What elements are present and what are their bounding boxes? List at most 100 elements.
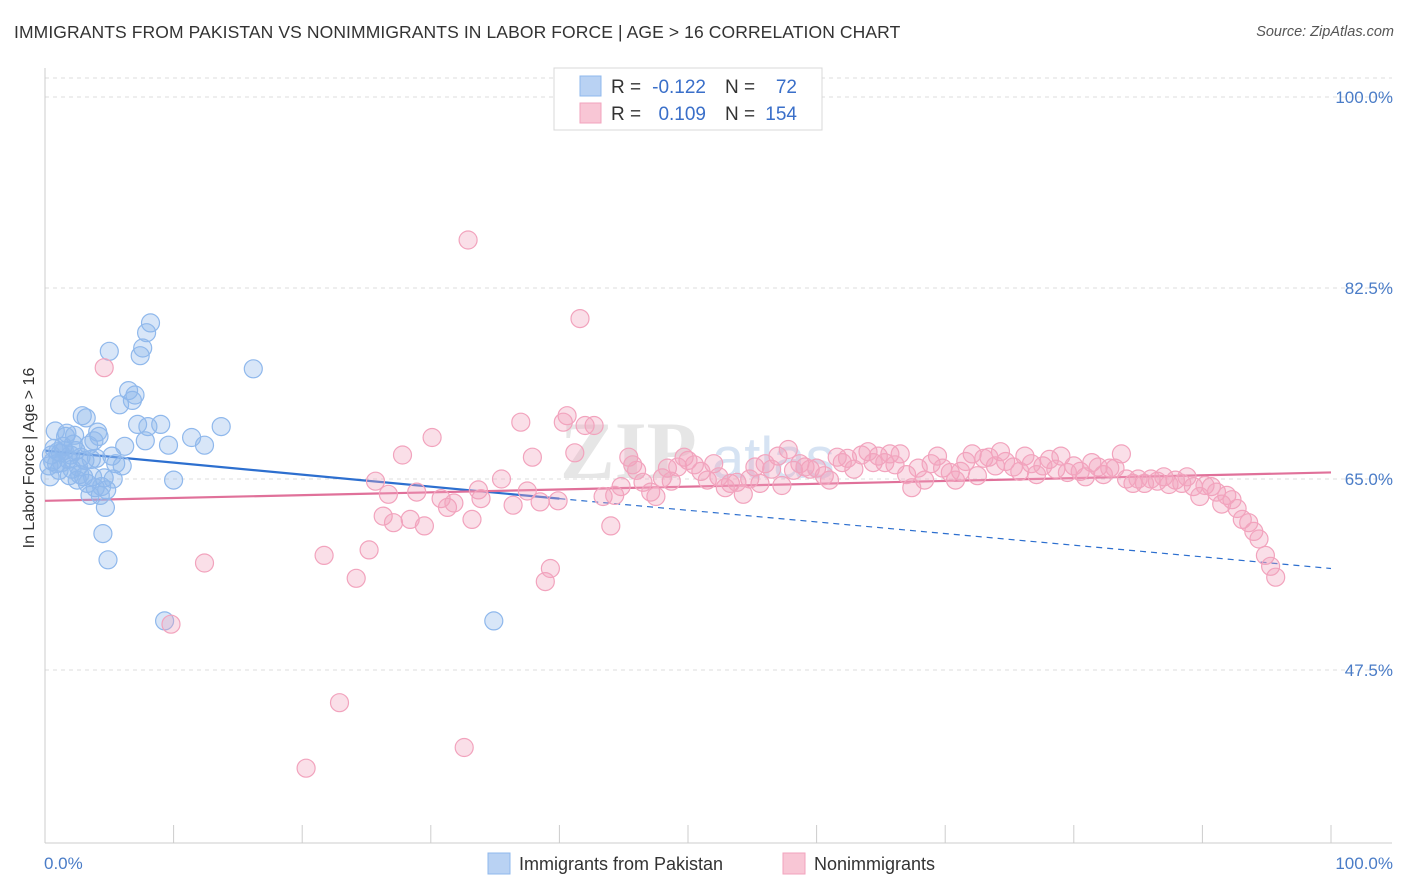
- immigrants-point-63: [140, 313, 161, 333]
- nonimmigrants-point-111: [1010, 461, 1030, 481]
- nonimmigrants-point-49: [646, 486, 666, 507]
- nonimmigrants-point-128: [1111, 444, 1132, 464]
- nonimmigrants-point-26: [503, 495, 523, 515]
- nonimmigrants-point-63: [727, 472, 747, 492]
- immigrants-point-61: [137, 323, 157, 343]
- nonimmigrants-point-4: [314, 545, 334, 566]
- nonimmigrants-point-9: [373, 506, 393, 526]
- nonimmigrants-point-46: [626, 460, 647, 480]
- immigrants-point-58: [130, 346, 150, 366]
- bottom-legend: Immigrants from Pakistan Nonimmigrants: [487, 852, 935, 875]
- stats-r-value-1: 0.109: [658, 104, 706, 125]
- immigrants-point-70: [211, 417, 231, 437]
- immigrants-point-51: [109, 395, 130, 415]
- legend-label-nonimmigrants: Nonimmigrants: [814, 854, 935, 874]
- immigrants-point-14: [57, 423, 77, 443]
- nonimmigrants-point-13: [400, 509, 420, 530]
- nonimmigrants-point-77: [806, 458, 827, 478]
- immigrants-point-29: [76, 408, 96, 428]
- immigrants-point-20: [64, 425, 85, 445]
- nonimmigrants-point-19: [444, 493, 464, 513]
- series-immigrants-points: [39, 313, 504, 631]
- immigrants-point-66: [158, 435, 179, 455]
- legend-swatch-nonimmigrants: [782, 852, 806, 875]
- nonimmigrants-point-85: [858, 442, 878, 462]
- nonimmigrants-point-65: [740, 469, 760, 489]
- legend-swatch-immigrants: [487, 852, 511, 875]
- nonimmigrants-point-80: [827, 447, 847, 467]
- nonimmigrants-point-30: [530, 492, 550, 512]
- nonimmigrants-point-0: [94, 358, 114, 378]
- immigrants-point-28: [75, 450, 95, 470]
- immigrants-point-49: [103, 469, 123, 489]
- x-tick-label-1: 100.0%: [1335, 854, 1393, 873]
- nonimmigrants-point-71: [772, 475, 792, 496]
- nonimmigrants-point-7: [359, 540, 379, 560]
- nonimmigrants-point-6: [346, 568, 366, 588]
- nonimmigrants-point-37: [570, 309, 590, 329]
- nonimmigrants-point-62: [720, 473, 741, 493]
- nonimmigrants-point-154: [1260, 556, 1281, 576]
- stats-n-value-0: 72: [776, 77, 797, 98]
- stats-r-label-1: R =: [611, 104, 641, 125]
- axes: [44, 68, 1392, 844]
- immigrants-point-42: [93, 523, 113, 544]
- source-label: Source: ZipAtlas.com: [1256, 24, 1394, 40]
- nonimmigrants-point-142: [1195, 475, 1215, 496]
- immigrants-point-39: [89, 426, 109, 446]
- nonimmigrants-point-144: [1206, 482, 1227, 502]
- nonimmigrants-point-60: [709, 467, 729, 487]
- nonimmigrants-point-139: [1177, 467, 1197, 487]
- nonimmigrants-point-70: [768, 446, 788, 466]
- nonimmigrants-point-97: [927, 446, 948, 466]
- series-nonimmigrants-points: [94, 230, 1286, 778]
- immigrants-point-44: [95, 497, 116, 517]
- stats-r-label-0: R =: [611, 77, 641, 98]
- immigrants-point-56: [125, 385, 145, 405]
- nonimmigrants-point-58: [697, 470, 717, 490]
- stats-n-label-1: N =: [725, 104, 755, 125]
- immigrants-point-60: [135, 431, 155, 451]
- immigrants-point-67: [164, 470, 184, 490]
- immigrants-point-55: [122, 390, 142, 410]
- nonimmigrants-point-53: [668, 457, 688, 477]
- nonimmigrants-point-15: [414, 516, 434, 536]
- y-tick-label-1: 65.0%: [1345, 470, 1393, 489]
- nonimmigrants-point-29: [522, 447, 543, 467]
- nonimmigrants-point-143: [1201, 477, 1222, 497]
- stats-n-label-0: N =: [725, 77, 755, 98]
- nonimmigrants-point-39: [584, 415, 604, 436]
- stats-n-value-1: 154: [765, 104, 797, 125]
- nonimmigrants-point-8: [365, 471, 386, 491]
- nonimmigrants-point-20: [454, 737, 474, 758]
- nonimmigrants-point-24: [471, 489, 491, 509]
- nonimmigrants-point-148: [1227, 498, 1247, 519]
- nonimmigrants-point-76: [800, 459, 820, 479]
- nonimmigrants-point-86: [863, 453, 883, 473]
- nonimmigrants-point-67: [750, 473, 770, 493]
- nonimmigrants-point-21: [458, 230, 478, 250]
- nonimmigrants-point-32: [540, 558, 561, 579]
- nonimmigrants-point-103: [962, 444, 982, 464]
- x-tick-label-0: 0.0%: [44, 854, 83, 873]
- y-tick-label-0: 47.5%: [1345, 661, 1393, 680]
- nonimmigrants-point-25: [491, 469, 512, 489]
- stats-swatch-nonimmigrants: [579, 102, 602, 124]
- y-tick-label-3: 100.0%: [1335, 88, 1393, 107]
- nonimmigrants-point-72: [778, 439, 798, 460]
- nonimmigrants-point-2: [194, 553, 215, 573]
- nonimmigrants-point-112: [1015, 446, 1035, 466]
- nonimmigrants-point-153: [1255, 545, 1276, 566]
- nonimmigrants-point-28: [517, 481, 537, 501]
- nonimmigrants-point-33: [548, 491, 568, 511]
- immigrants-point-71: [243, 359, 263, 379]
- nonimmigrants-point-27: [511, 412, 531, 432]
- nonimmigrants-point-91: [890, 444, 910, 464]
- stats-swatch-immigrants: [579, 75, 602, 97]
- nonimmigrants-point-5: [329, 693, 350, 713]
- stats-legend: R = -0.122 N = 72 R = 0.109 N = 154: [553, 67, 823, 131]
- immigrants-point-45: [97, 480, 117, 500]
- nonimmigrants-point-147: [1222, 490, 1242, 510]
- immigrants-point-5: [45, 421, 65, 441]
